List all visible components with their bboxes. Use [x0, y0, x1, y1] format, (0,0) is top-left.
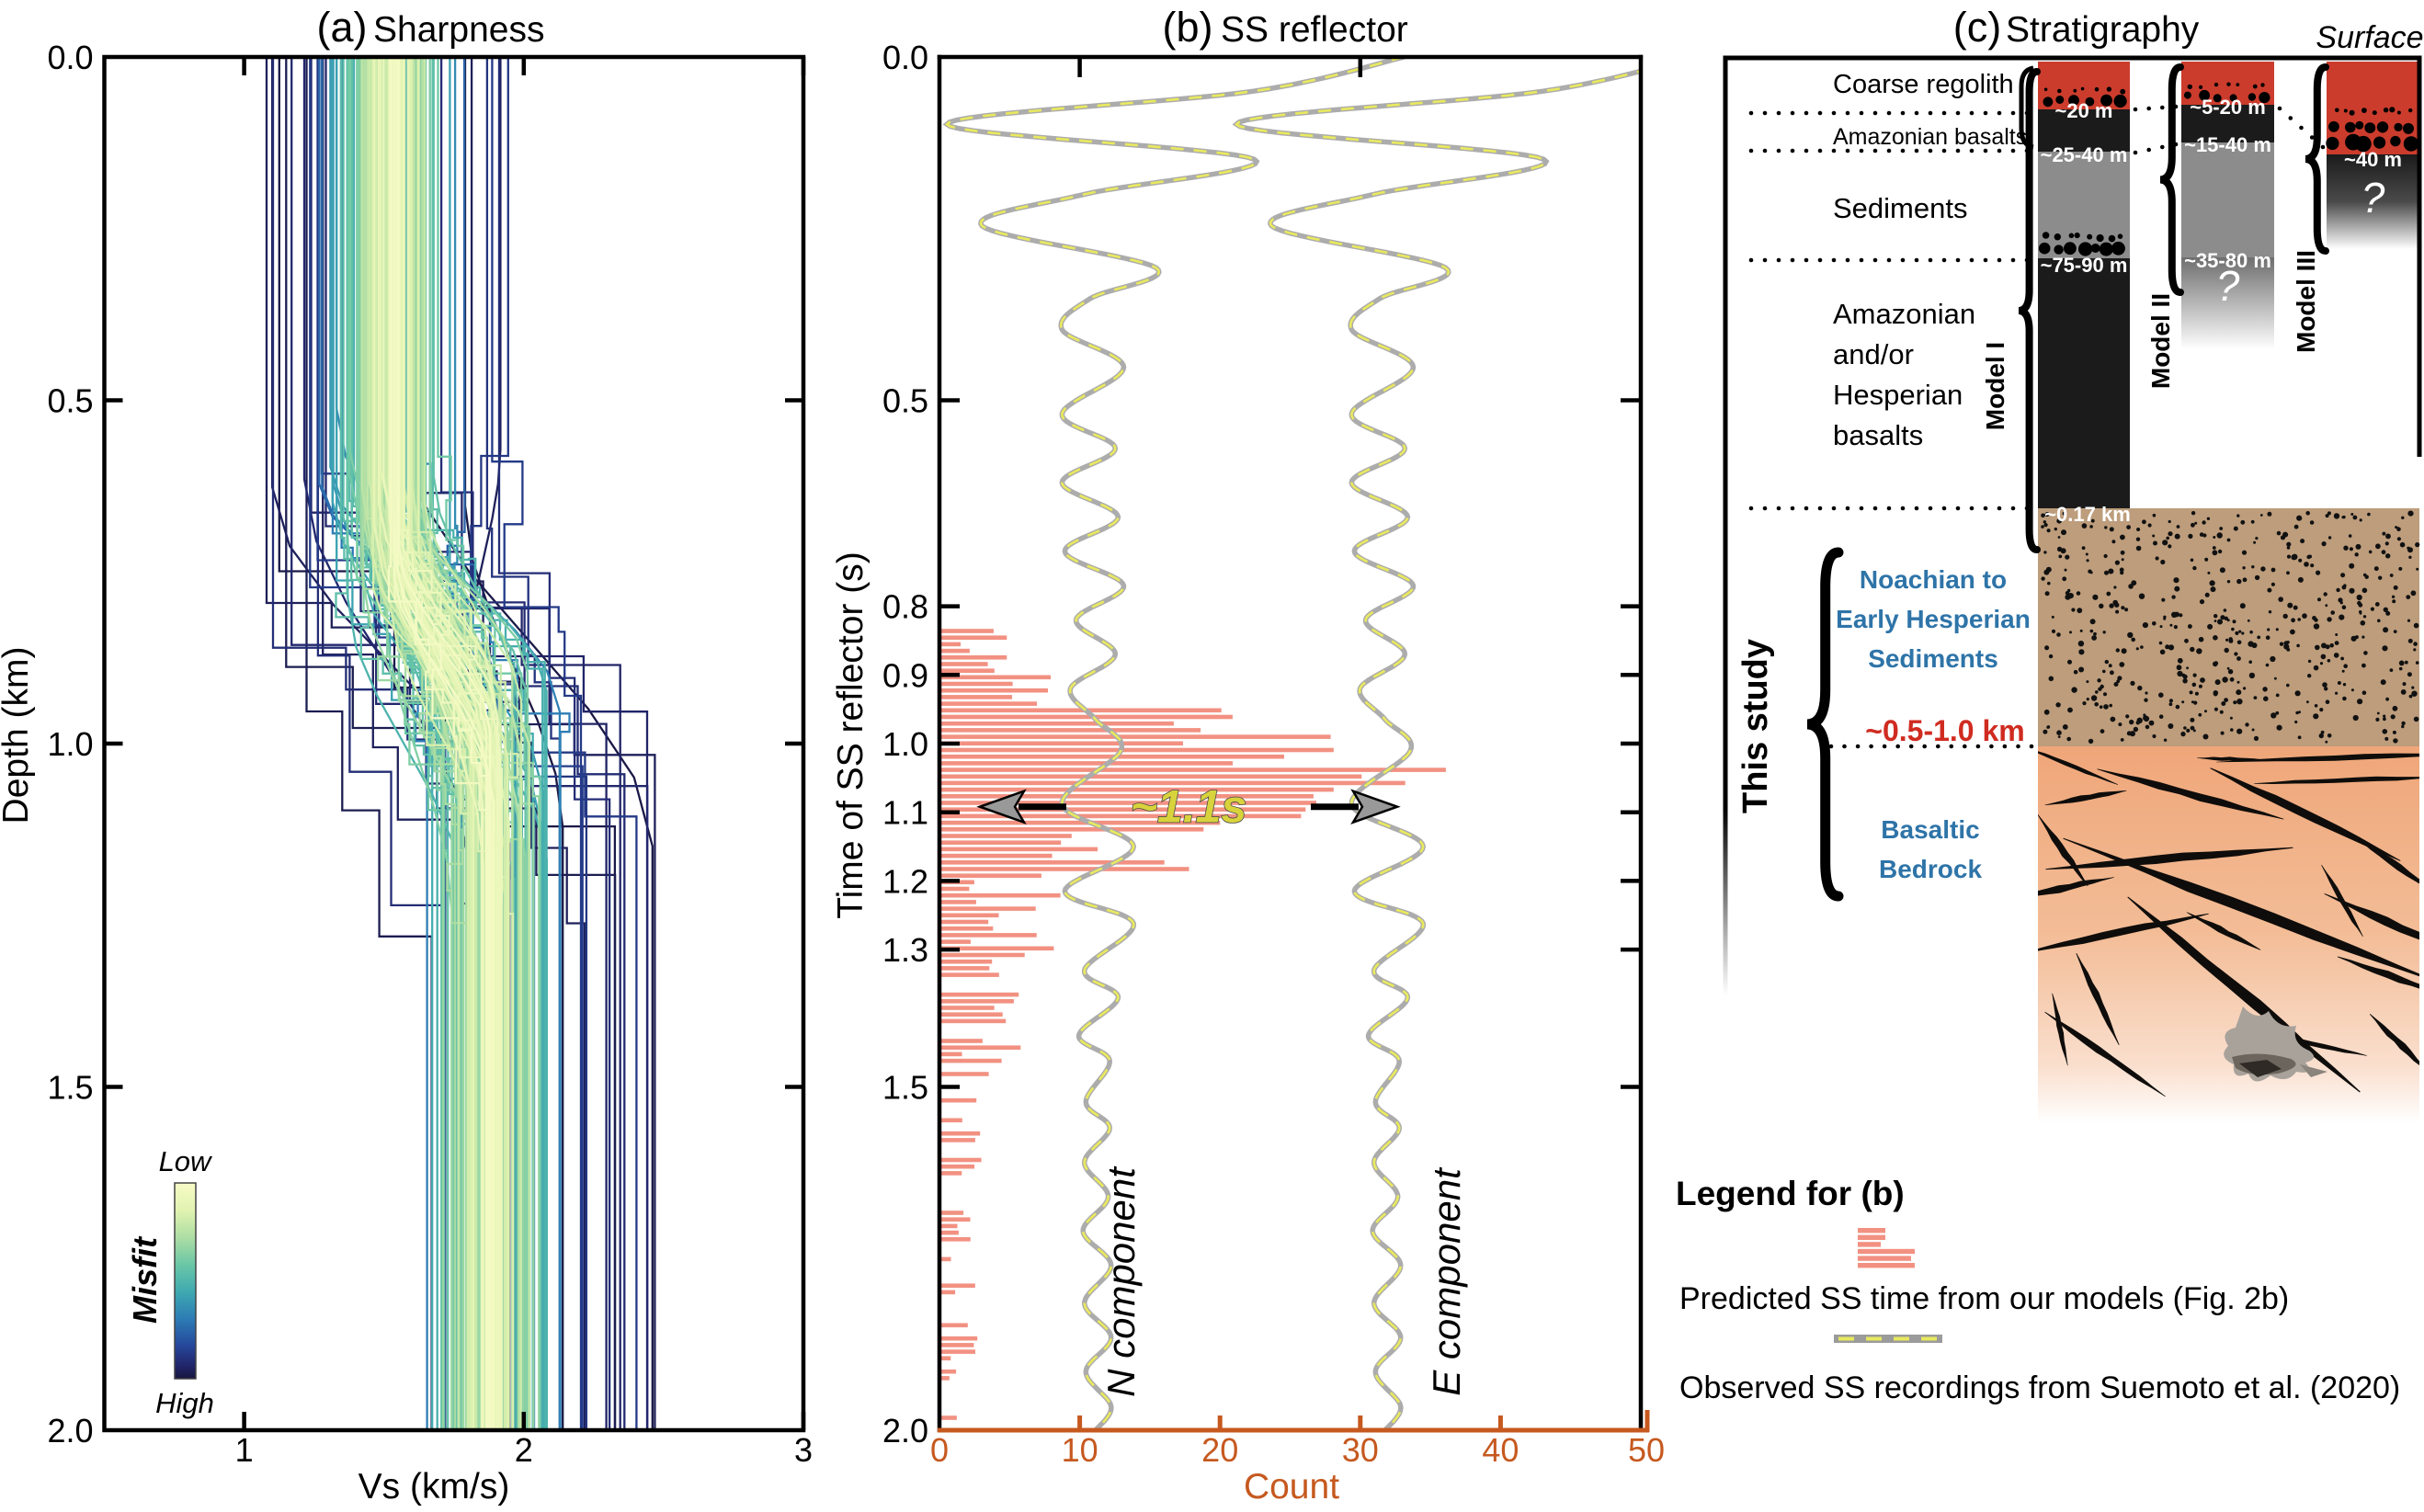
svg-text:Misfit: Misfit — [126, 1235, 164, 1324]
svg-text:1: 1 — [235, 1431, 254, 1469]
svg-text:Vs (km/s): Vs (km/s) — [358, 1467, 510, 1506]
svg-text:0.5: 0.5 — [882, 382, 928, 420]
svg-text:20: 20 — [1201, 1431, 1238, 1469]
svg-text:~25-40 m: ~25-40 m — [2041, 143, 2128, 166]
svg-text:1.1: 1.1 — [882, 794, 928, 832]
svg-text:and/or: and/or — [1833, 338, 1914, 370]
svg-text:(b): (b) — [1163, 4, 1213, 51]
svg-text:Model II: Model II — [2146, 293, 2175, 389]
svg-text:Hesperian: Hesperian — [1833, 379, 1963, 411]
svg-text:0.5: 0.5 — [47, 382, 93, 420]
svg-text:Legend for (b): Legend for (b) — [1676, 1175, 1905, 1212]
svg-text:2: 2 — [515, 1431, 533, 1469]
svg-text:~1.1s: ~1.1s — [1131, 781, 1247, 833]
svg-text:Model I: Model I — [1981, 342, 2009, 430]
svg-text:~35-80 m: ~35-80 m — [2184, 249, 2271, 272]
svg-text:1.5: 1.5 — [47, 1069, 93, 1107]
svg-text:N component: N component — [1099, 1165, 1143, 1397]
svg-text:2.0: 2.0 — [882, 1412, 928, 1449]
svg-text:Sediments: Sediments — [1833, 192, 1967, 224]
svg-text:~0.5-1.0 km: ~0.5-1.0 km — [1865, 714, 2024, 747]
svg-text:Coarse regolith: Coarse regolith — [1833, 70, 2014, 99]
svg-text:~20 m: ~20 m — [2055, 99, 2113, 122]
svg-text:Observed SS recordings from Su: Observed SS recordings from Suemoto et a… — [1679, 1370, 2400, 1405]
svg-text:50: 50 — [1628, 1431, 1665, 1469]
svg-text:?: ? — [2361, 174, 2385, 222]
svg-text:(a): (a) — [317, 4, 368, 51]
svg-text:Noachian to: Noachian to — [1860, 565, 2007, 594]
svg-text:Count: Count — [1244, 1467, 1339, 1506]
svg-text:~75-90 m: ~75-90 m — [2041, 254, 2128, 277]
svg-text:~40 m: ~40 m — [2344, 148, 2402, 171]
svg-text:0.9: 0.9 — [882, 656, 928, 694]
svg-text:Bedrock: Bedrock — [1879, 855, 1982, 883]
svg-text:~0.17 km: ~0.17 km — [2044, 503, 2131, 526]
svg-text:Sediments: Sediments — [1868, 644, 1998, 673]
svg-text:Low: Low — [159, 1145, 213, 1177]
svg-text:30: 30 — [1342, 1431, 1379, 1469]
svg-text:Basaltic: Basaltic — [1881, 815, 1979, 844]
svg-text:Amazonian basalts: Amazonian basalts — [1833, 124, 2027, 150]
svg-text:Early Hesperian: Early Hesperian — [1836, 605, 2031, 633]
svg-text:40: 40 — [1482, 1431, 1519, 1469]
svg-text:~5-20 m: ~5-20 m — [2190, 96, 2266, 119]
svg-text:3: 3 — [794, 1431, 813, 1469]
svg-text:~15-40 m: ~15-40 m — [2184, 133, 2271, 156]
svg-text:This study: This study — [1736, 639, 1775, 813]
svg-text:Surface: Surface — [2316, 20, 2423, 55]
svg-text:(c): (c) — [1953, 4, 2001, 51]
svg-text:Predicted SS time from our mod: Predicted SS time from our models (Fig. … — [1679, 1281, 2289, 1316]
svg-text:E component: E component — [1425, 1166, 1468, 1396]
svg-text:10: 10 — [1062, 1431, 1098, 1469]
svg-text:0.0: 0.0 — [882, 39, 928, 76]
svg-text:Amazonian: Amazonian — [1833, 298, 1975, 330]
svg-text:1.3: 1.3 — [882, 931, 928, 969]
svg-text:High: High — [155, 1387, 214, 1419]
svg-text:Depth (km): Depth (km) — [0, 647, 36, 824]
svg-text:0.8: 0.8 — [882, 588, 928, 626]
svg-text:1.0: 1.0 — [882, 725, 928, 763]
svg-text:0: 0 — [930, 1431, 949, 1469]
svg-text:Stratigraphy: Stratigraphy — [2006, 10, 2200, 50]
svg-text:1.0: 1.0 — [47, 725, 93, 763]
svg-text:basalts: basalts — [1833, 419, 1923, 451]
svg-text:SS reflector: SS reflector — [1221, 10, 1408, 50]
svg-text:?: ? — [2216, 262, 2240, 310]
svg-text:2.0: 2.0 — [47, 1412, 93, 1449]
svg-text:1.5: 1.5 — [882, 1069, 928, 1107]
svg-text:Sharpness: Sharpness — [373, 10, 544, 50]
svg-text:1.2: 1.2 — [882, 862, 928, 900]
svg-text:0.0: 0.0 — [47, 39, 93, 76]
svg-text:Time of SS reflector (s): Time of SS reflector (s) — [831, 551, 871, 918]
svg-text:Model III: Model III — [2292, 250, 2320, 353]
